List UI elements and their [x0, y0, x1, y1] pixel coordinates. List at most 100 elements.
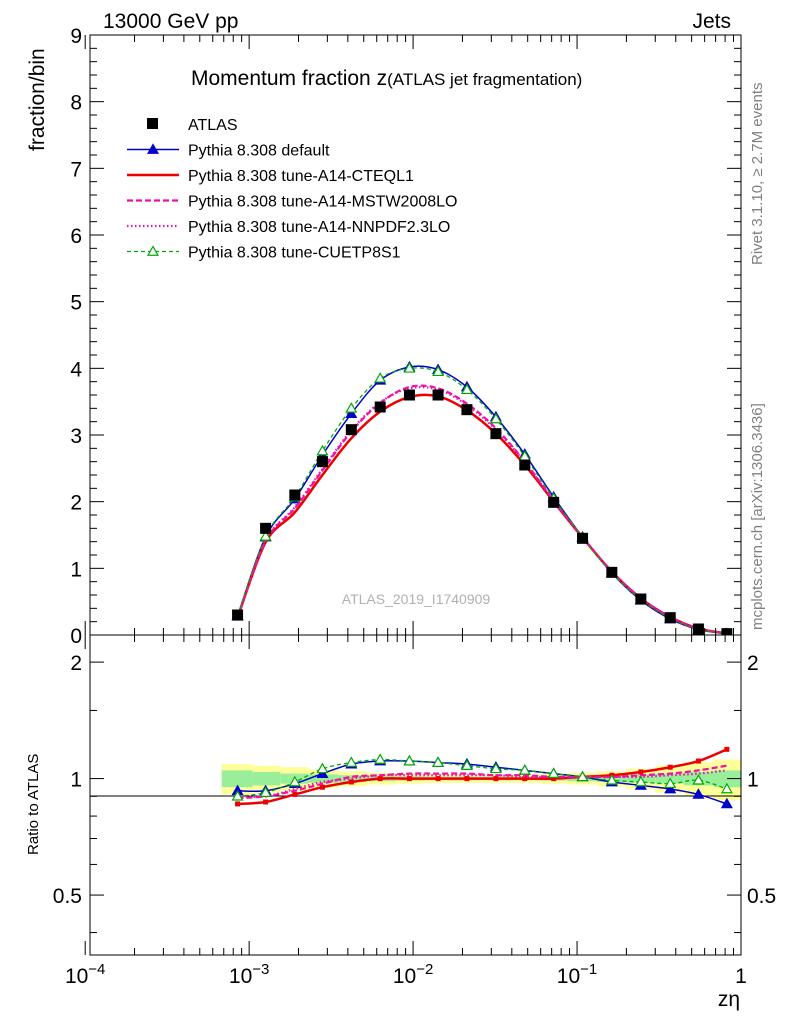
series-4-ratio-point [692, 774, 705, 785]
legend-label: Pythia 8.308 tune-A14-NNPDF2.3LO [188, 219, 450, 236]
atlas-data-point [635, 593, 647, 605]
series-4-ratio-point [259, 786, 272, 797]
chart-title: Momentum fraction z(ATLAS jet fragmentat… [191, 67, 582, 90]
series-1-ratio-point [235, 801, 241, 807]
legend-marker [146, 245, 160, 256]
mcplots-label: mcplots.cern.ch [arXiv:1306.3436] [749, 403, 766, 630]
series-0-ratio-point [720, 797, 733, 809]
atlas-data-point [345, 424, 357, 436]
ratio-panel-frame [89, 634, 742, 956]
x-tick-base: 10 [65, 965, 88, 988]
atlas-data-point [692, 623, 704, 635]
series-2-ratio-line [237, 764, 728, 800]
series-4-ratio-point [634, 775, 647, 787]
legend-marker [146, 143, 160, 154]
legend: ATLAS Pythia 8.308 default Pythia 8.308 tu… [127, 117, 457, 262]
atlas-data-point [606, 566, 618, 578]
chart-title-main: Momentum fraction z [191, 67, 387, 90]
legend-label: ATLAS [188, 117, 238, 134]
series-4-main-point [460, 383, 473, 395]
legend-label: Pythia 8.308 tune-A14-CTEQL1 [188, 168, 414, 185]
series-1-ratio-point [522, 776, 528, 782]
y-tick-label: 3 [70, 425, 82, 448]
series-4-ratio-point [605, 774, 618, 785]
series-4-main-line [236, 367, 727, 635]
series-4-ratio-point [345, 756, 358, 767]
series-4-ratio-point [231, 790, 244, 801]
ratio-series-group [231, 746, 733, 809]
watermark: ATLAS_2019_I1740909 [342, 591, 491, 607]
y-tick-label: 2 [70, 492, 82, 515]
x-tick-base: 10 [229, 965, 252, 988]
atlas-data-point [664, 612, 676, 624]
series-0-main-point [345, 407, 358, 419]
series-1-ratio-point [377, 776, 383, 782]
data-points-group [232, 389, 733, 635]
atlas-data-point [289, 489, 301, 501]
y-tick-label: 9 [70, 25, 82, 48]
series-4-main-point [374, 372, 387, 383]
series-4-ratio-point [576, 770, 589, 782]
legend-label: Pythia 8.308 tune-CUETP8S1 [188, 245, 401, 262]
legend-label: Pythia 8.308 tune-A14-MSTW2008LO [188, 194, 457, 211]
rivet-label: Rivet 3.1.10, ≥ 2.7M events [749, 83, 766, 266]
series-4-ratio-point [547, 767, 560, 778]
x-tick-exponent: −1 [580, 961, 597, 978]
series-4-main-point [345, 402, 358, 413]
ratio-tick-label: 2 [70, 652, 82, 675]
atlas-data-point [721, 628, 733, 635]
header-right: Jets [692, 10, 731, 33]
x-tick-label: 10−4 [65, 961, 105, 988]
y-tick-label: 8 [70, 92, 82, 115]
series-4-ratio-point [316, 762, 329, 774]
series-4-ratio-point [664, 777, 677, 789]
series-1-ratio-point [638, 769, 644, 775]
y-tick-label: 6 [70, 225, 82, 248]
series-4-main-point [489, 412, 502, 424]
y-tick-label: 7 [70, 158, 82, 181]
y-axis-label: fraction/bin [26, 48, 49, 151]
series-1-ratio-point [406, 776, 412, 782]
x-tick-label: 10−1 [557, 961, 597, 988]
series-1-ratio-point [695, 758, 701, 764]
atlas-data-point [577, 532, 589, 544]
series-0-ratio-point [664, 782, 677, 794]
atlas-data-point [432, 389, 444, 401]
x-tick-label: 10−3 [229, 961, 269, 988]
x-tick-exponent: −3 [252, 961, 269, 978]
series-4-main-point [259, 530, 272, 541]
series-1-ratio-point [319, 784, 325, 790]
series-0-ratio-point [692, 788, 705, 799]
series-1-ratio-point [464, 776, 470, 782]
atlas-data-point [403, 389, 415, 401]
ratio-tick-label: 0.5 [53, 885, 82, 908]
x-tick-exponent: −4 [88, 961, 105, 978]
series-4-main-point [432, 365, 445, 377]
x-tick-base: 10 [557, 965, 580, 988]
series-4-ratio-point [403, 754, 416, 766]
ratio-band-inner [308, 774, 339, 783]
series-1-ratio-point [493, 776, 499, 782]
x-tick-base: 1 [735, 965, 747, 988]
y-tick-label: 1 [70, 558, 82, 581]
x-axis-label: zη [718, 988, 740, 1011]
atlas-data-point [490, 428, 502, 440]
x-tick-base: 10 [393, 965, 416, 988]
series-4-ratio-point [720, 782, 733, 794]
series-1-ratio-point [292, 791, 298, 797]
y-tick-label: 4 [70, 358, 82, 381]
legend-label: Pythia 8.308 default [188, 143, 330, 160]
x-tick-exponent: −2 [416, 961, 433, 978]
ratio-tick-label-right: 0.5 [747, 885, 776, 908]
atlas-data-point [461, 404, 473, 416]
atlas-data-point [232, 609, 244, 621]
series-4-ratio-point [432, 756, 445, 767]
ratio-band-inner [252, 771, 281, 786]
ratio-band-inner [221, 770, 253, 788]
series-1-ratio-point [724, 746, 730, 752]
series-4-ratio-point [288, 775, 301, 787]
chart-title-sub: (ATLAS jet fragmentation) [387, 70, 582, 89]
series-1-ratio-point [667, 764, 673, 770]
